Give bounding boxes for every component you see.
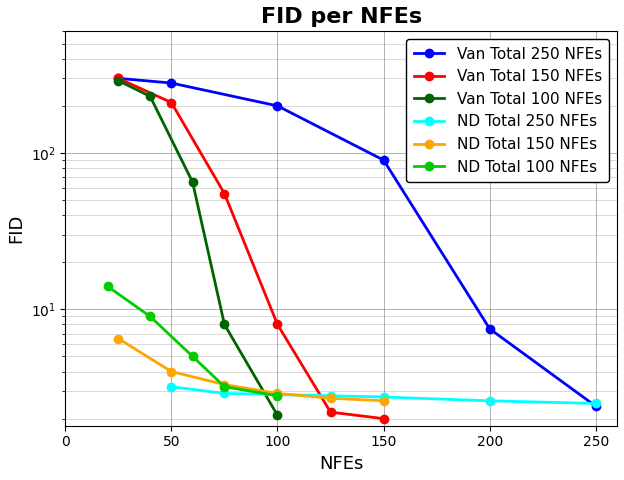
Y-axis label: FID: FID xyxy=(7,214,25,243)
Van Total 150 NFEs xyxy=(115,75,122,81)
ND Total 150 NFEs xyxy=(221,382,228,387)
Van Total 250 NFEs xyxy=(274,103,281,109)
X-axis label: NFEs: NFEs xyxy=(319,455,363,473)
Van Total 150 NFEs xyxy=(274,322,281,327)
ND Total 250 NFEs xyxy=(168,384,175,390)
ND Total 100 NFEs xyxy=(221,384,228,390)
ND Total 250 NFEs xyxy=(274,392,281,397)
Van Total 250 NFEs xyxy=(380,157,388,163)
ND Total 150 NFEs xyxy=(327,396,334,401)
Line: Van Total 250 NFEs: Van Total 250 NFEs xyxy=(114,74,600,410)
ND Total 150 NFEs xyxy=(274,391,281,396)
ND Total 250 NFEs xyxy=(380,394,388,400)
Van Total 250 NFEs xyxy=(592,403,600,409)
ND Total 250 NFEs xyxy=(327,393,334,399)
ND Total 250 NFEs xyxy=(486,398,494,404)
Line: ND Total 250 NFEs: ND Total 250 NFEs xyxy=(167,383,600,408)
Van Total 100 NFEs xyxy=(221,322,228,327)
Van Total 150 NFEs xyxy=(168,100,175,106)
ND Total 100 NFEs xyxy=(147,313,154,319)
ND Total 250 NFEs xyxy=(592,401,600,407)
Van Total 150 NFEs xyxy=(221,191,228,196)
Van Total 150 NFEs xyxy=(380,416,388,421)
Van Total 250 NFEs xyxy=(486,326,494,332)
Van Total 250 NFEs xyxy=(168,80,175,86)
ND Total 150 NFEs xyxy=(168,369,175,374)
ND Total 100 NFEs xyxy=(189,353,197,359)
Title: FID per NFEs: FID per NFEs xyxy=(261,7,422,27)
Van Total 100 NFEs xyxy=(147,94,154,99)
Line: Van Total 100 NFEs: Van Total 100 NFEs xyxy=(114,76,281,420)
Van Total 250 NFEs xyxy=(115,75,122,81)
Van Total 100 NFEs xyxy=(274,412,281,418)
ND Total 150 NFEs xyxy=(115,336,122,341)
ND Total 250 NFEs xyxy=(221,391,228,396)
Line: ND Total 150 NFEs: ND Total 150 NFEs xyxy=(114,335,388,405)
Van Total 150 NFEs xyxy=(327,409,334,415)
Legend: Van Total 250 NFEs, Van Total 150 NFEs, Van Total 100 NFEs, ND Total 250 NFEs, N: Van Total 250 NFEs, Van Total 150 NFEs, … xyxy=(406,39,610,182)
ND Total 100 NFEs xyxy=(104,284,112,289)
ND Total 100 NFEs xyxy=(274,393,281,399)
Van Total 100 NFEs xyxy=(115,78,122,84)
Van Total 100 NFEs xyxy=(189,180,197,185)
Line: Van Total 150 NFEs: Van Total 150 NFEs xyxy=(114,74,388,423)
Line: ND Total 100 NFEs: ND Total 100 NFEs xyxy=(104,282,281,400)
ND Total 150 NFEs xyxy=(380,398,388,404)
